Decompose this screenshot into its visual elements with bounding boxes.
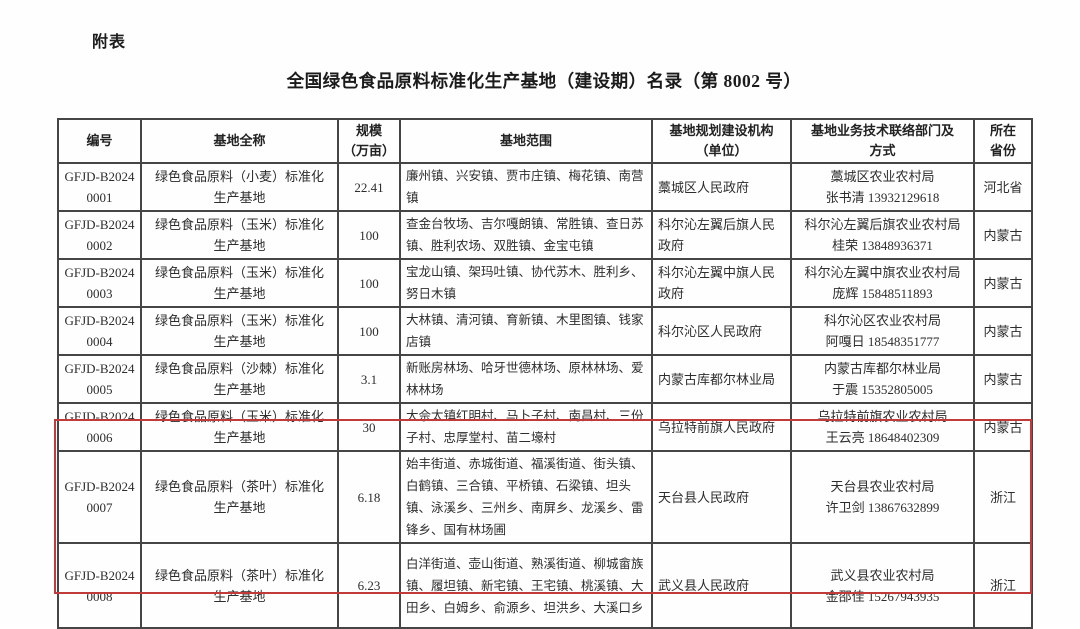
cell-scale: 22.41	[337, 162, 401, 212]
header-cell-agency: 基地规划建设机构 （单位）	[651, 118, 792, 164]
table-row: GFJD-B2024 0006 绿色食品原料（玉米）标准化生产基地 30 大佘太…	[57, 402, 1033, 452]
page-title: 全国绿色食品原料标准化生产基地（建设期）名录（第 8002 号）	[286, 71, 802, 91]
cell-id: GFJD-B2024 0004	[57, 306, 142, 356]
cell-agency: 乌拉特前旗人民政府	[651, 402, 792, 452]
cell-contact: 天台县农业农村局 许卫剑 13867632899	[790, 450, 975, 544]
cell-id: GFJD-B2024 0003	[57, 258, 142, 308]
cell-contact: 科尔沁区农业农村局 阿嘎日 18548351777	[790, 306, 975, 356]
cell-scale: 100	[337, 306, 401, 356]
cell-contact: 内蒙古库都尔林业局 于震 15352805005	[790, 354, 975, 404]
table-row: GFJD-B2024 0004 绿色食品原料（玉米）标准化生产基地 100 大林…	[57, 306, 1033, 356]
cell-scale: 30	[337, 402, 401, 452]
cell-id: GFJD-B2024 0002	[57, 210, 142, 260]
header-cell-id: 编号	[57, 118, 142, 164]
cell-range: 新账房林场、哈牙世德林场、原林林场、爱林林场	[399, 354, 653, 404]
cell-agency: 科尔沁左翼后旗人民政府	[651, 210, 792, 260]
cell-base-name: 绿色食品原料（玉米）标准化生产基地	[140, 306, 339, 356]
cell-contact: 藁城区农业农村局 张书清 13932129618	[790, 162, 975, 212]
cell-range: 大佘太镇红明村、马卜子村、南昌村、三份子村、忠厚堂村、苗二壕村	[399, 402, 653, 452]
cell-agency: 科尔沁左翼中旗人民政府	[651, 258, 792, 308]
cell-scale: 6.23	[337, 542, 401, 629]
cell-range: 始丰街道、赤城街道、福溪街道、街头镇、白鹤镇、三合镇、平桥镇、石梁镇、坦头镇、泳…	[399, 450, 653, 544]
table-row: GFJD-B2024 0001 绿色食品原料（小麦）标准化生产基地 22.41 …	[57, 162, 1033, 212]
cell-id: GFJD-B2024 0008	[57, 542, 142, 629]
table-row: GFJD-B2024 0005 绿色食品原料（沙棘）标准化生产基地 3.1 新账…	[57, 354, 1033, 404]
cell-scale: 100	[337, 210, 401, 260]
cell-id: GFJD-B2024 0006	[57, 402, 142, 452]
table-row: GFJD-B2024 0007 绿色食品原料（茶叶）标准化生产基地 6.18 始…	[57, 450, 1033, 544]
cell-base-name: 绿色食品原料（沙棘）标准化生产基地	[140, 354, 339, 404]
cell-scale: 3.1	[337, 354, 401, 404]
cell-province: 河北省	[973, 162, 1033, 212]
header-cell-province: 所在 省份	[973, 118, 1033, 164]
table-row: GFJD-B2024 0008 绿色食品原料（茶叶）标准化生产基地 6.23 白…	[57, 542, 1033, 629]
cell-id: GFJD-B2024 0001	[57, 162, 142, 212]
cell-range: 廉州镇、兴安镇、贾市庄镇、梅花镇、南营镇	[399, 162, 653, 212]
table-row: GFJD-B2024 0003 绿色食品原料（玉米）标准化生产基地 100 宝龙…	[57, 258, 1033, 308]
cell-range: 白洋街道、壶山街道、熟溪街道、柳城畲族镇、履坦镇、新宅镇、王宅镇、桃溪镇、大田乡…	[399, 542, 653, 629]
cell-agency: 科尔沁区人民政府	[651, 306, 792, 356]
header-cell-range: 基地范围	[399, 118, 653, 164]
cell-range: 宝龙山镇、架玛吐镇、协代苏木、胜利乡、努日木镇	[399, 258, 653, 308]
table-body: GFJD-B2024 0001 绿色食品原料（小麦）标准化生产基地 22.41 …	[57, 162, 1033, 629]
cell-province: 内蒙古	[973, 210, 1033, 260]
cell-contact: 科尔沁左翼后旗农业农村局 桂荣 13848936371	[790, 210, 975, 260]
cell-base-name: 绿色食品原料（小麦）标准化生产基地	[140, 162, 339, 212]
cell-id: GFJD-B2024 0005	[57, 354, 142, 404]
cell-province: 浙江	[973, 542, 1033, 629]
cell-id: GFJD-B2024 0007	[57, 450, 142, 544]
cell-base-name: 绿色食品原料（茶叶）标准化生产基地	[140, 450, 339, 544]
table-header-row: 编号 基地全称 规模 （万亩） 基地范围 基地规划建设机构 （单位） 基地业务技…	[57, 118, 1033, 164]
bases-table: 编号 基地全称 规模 （万亩） 基地范围 基地规划建设机构 （单位） 基地业务技…	[57, 118, 1033, 629]
header-cell-scale: 规模 （万亩）	[337, 118, 401, 164]
cell-province: 内蒙古	[973, 258, 1033, 308]
cell-range: 大林镇、清河镇、育新镇、木里图镇、钱家店镇	[399, 306, 653, 356]
header-cell-contact: 基地业务技术联络部门及 方式	[790, 118, 975, 164]
cell-agency: 藁城区人民政府	[651, 162, 792, 212]
cell-agency: 武义县人民政府	[651, 542, 792, 629]
cell-contact: 武义县农业农村局 金邵佳 15267943935	[790, 542, 975, 629]
cell-agency: 天台县人民政府	[651, 450, 792, 544]
cell-agency: 内蒙古库都尔林业局	[651, 354, 792, 404]
cell-province: 内蒙古	[973, 306, 1033, 356]
cell-scale: 6.18	[337, 450, 401, 544]
header-cell-base-name: 基地全称	[140, 118, 339, 164]
cell-range: 查金台牧场、吉尔嘎朗镇、常胜镇、查日苏镇、胜利农场、双胜镇、金宝屯镇	[399, 210, 653, 260]
cell-contact: 科尔沁左翼中旗农业农村局 庞辉 15848511893	[790, 258, 975, 308]
cell-contact: 乌拉特前旗农业农村局 王云亮 18648402309	[790, 402, 975, 452]
cell-province: 浙江	[973, 450, 1033, 544]
cell-scale: 100	[337, 258, 401, 308]
cell-base-name: 绿色食品原料（茶叶）标准化生产基地	[140, 542, 339, 629]
cell-base-name: 绿色食品原料（玉米）标准化生产基地	[140, 258, 339, 308]
cell-province: 内蒙古	[973, 402, 1033, 452]
cell-base-name: 绿色食品原料（玉米）标准化生产基地	[140, 402, 339, 452]
annex-label: 附表	[92, 34, 127, 51]
cell-base-name: 绿色食品原料（玉米）标准化生产基地	[140, 210, 339, 260]
table-row: GFJD-B2024 0002 绿色食品原料（玉米）标准化生产基地 100 查金…	[57, 210, 1033, 260]
cell-province: 内蒙古	[973, 354, 1033, 404]
